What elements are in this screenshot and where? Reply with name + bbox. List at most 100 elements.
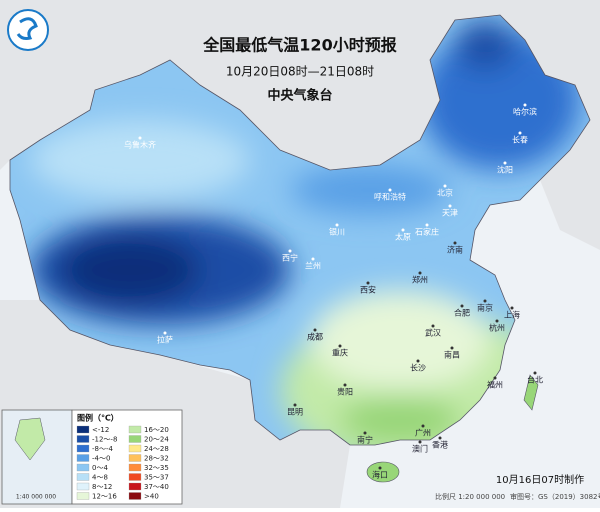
made-time: 10月16日07时制作 (496, 473, 584, 486)
city-label: 广州 (415, 428, 431, 438)
legend-label: 32～35 (144, 464, 169, 472)
legend-label: -12～-8 (92, 436, 117, 444)
city-dot (493, 376, 497, 380)
city-dot (453, 241, 457, 245)
city-label: 哈尔滨 (513, 107, 537, 117)
city-label: 乌鲁木齐 (124, 140, 156, 150)
legend-swatch (128, 463, 142, 472)
legend-label: 37～40 (144, 483, 169, 491)
legend-swatch (128, 425, 142, 434)
legend-label: 20～24 (144, 436, 169, 444)
inset-shape (14, 417, 46, 461)
city-dot (483, 299, 487, 303)
city-dot (401, 228, 405, 232)
logo (7, 9, 49, 51)
city-dot (431, 324, 435, 328)
inset-scale: 1:40 000 000 (16, 494, 56, 501)
legend-swatch (128, 492, 142, 500)
legend-swatch (76, 425, 90, 434)
city-dot (438, 436, 442, 440)
city-dot (510, 306, 514, 310)
legend-label: 4～8 (92, 474, 108, 482)
border (9, 14, 591, 446)
legend-label: <-12 (92, 426, 109, 434)
city-label: 香港 (432, 440, 448, 450)
city-label: 台北 (527, 375, 543, 385)
city-label: 济南 (447, 245, 463, 255)
city-dot (443, 184, 447, 188)
city-dot (450, 346, 454, 350)
city-label: 西宁 (282, 253, 298, 263)
legend-label: 35～37 (144, 474, 169, 482)
legend-label: -8～-4 (92, 445, 114, 453)
legend-label: 28～32 (144, 455, 169, 463)
city-dot (335, 223, 339, 227)
city-label: 上海 (504, 310, 520, 320)
city-label: 杭州 (489, 323, 505, 333)
city-dot (418, 440, 422, 444)
city-label: 银川 (329, 227, 345, 237)
legend-box (71, 409, 183, 505)
city-label: 澳门 (412, 444, 428, 454)
legend-label: >40 (144, 493, 159, 501)
taiwan (523, 374, 539, 411)
city-dot (518, 131, 522, 135)
legend-swatch (128, 482, 142, 491)
legend-title: 图例（℃） (77, 413, 119, 423)
legend-swatch (76, 454, 90, 462)
city-dot (313, 328, 317, 332)
city-label: 南昌 (444, 350, 460, 360)
legend-swatch (76, 463, 90, 472)
legend-label: 0～4 (92, 464, 108, 472)
city-label: 长沙 (410, 363, 426, 373)
city-label: 昆明 (287, 408, 303, 417)
neighbors (0, 0, 600, 250)
legend-swatch (128, 473, 142, 481)
city-dot (533, 371, 537, 375)
city-dot (163, 331, 167, 335)
city-dot (421, 424, 425, 428)
title: 全国最低气温120小时预报 (202, 36, 396, 55)
city-label: 贵阳 (337, 387, 353, 397)
city-label: 南宁 (357, 435, 373, 445)
city-dot (363, 431, 367, 435)
legend-swatch (76, 473, 90, 481)
legend-label: 24～28 (144, 445, 169, 453)
agency: 中央气象台 (267, 88, 332, 104)
city-label: 重庆 (332, 348, 348, 358)
city-dot (503, 161, 507, 165)
city-dot (311, 257, 315, 261)
city-label: 石家庄 (415, 227, 439, 237)
city-dot (388, 188, 392, 192)
city-dot (138, 136, 142, 140)
city-label: 拉萨 (157, 335, 173, 345)
city-label: 海口 (372, 470, 388, 480)
city-dot (495, 319, 499, 323)
city-dot (418, 271, 422, 275)
city-label: 合肥 (454, 308, 470, 318)
legend-label: -4～0 (92, 455, 110, 463)
city-dot (343, 383, 347, 387)
city-label: 南京 (477, 303, 493, 313)
city-dot (366, 281, 370, 285)
city-label: 太原 (395, 232, 411, 242)
city-label: 西安 (360, 285, 376, 295)
city-dot (425, 223, 429, 227)
legend-swatch (76, 444, 90, 453)
city-label: 天津 (442, 208, 458, 218)
logo-mark (16, 17, 38, 40)
city-label: 北京 (437, 188, 453, 198)
legend-swatch (76, 435, 90, 443)
city-label: 福州 (487, 381, 503, 390)
city-label: 兰州 (305, 261, 321, 271)
subtitle: 10月20日08时—21日08时 (226, 65, 374, 79)
legend-swatch (76, 482, 90, 491)
legend-swatch (128, 454, 142, 462)
legend-swatch (128, 435, 142, 443)
approval: 审图号：GS（2019）3082号 (510, 492, 600, 501)
legend: 1:40 000 000 图例（℃） <-12 -12～-8-8～-4 -4～00～… (1, 409, 183, 505)
city-dot (460, 304, 464, 308)
legend-label: 8～12 (92, 483, 112, 491)
